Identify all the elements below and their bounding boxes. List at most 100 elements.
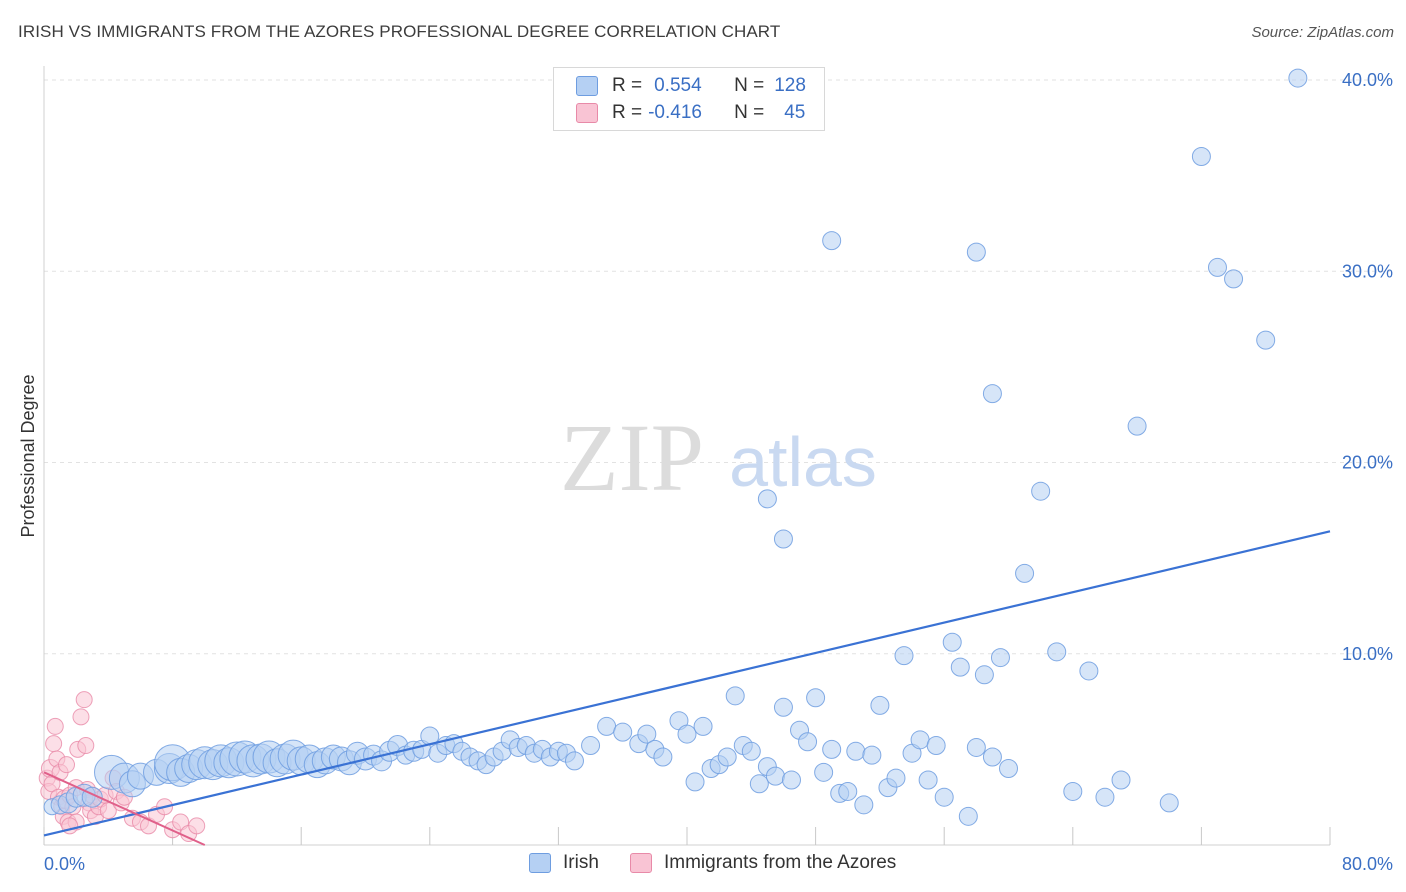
azores-point [75,691,93,709]
irish-point [918,770,938,790]
irish-point [974,665,994,685]
azores-swatch [576,103,598,123]
irish-point [653,747,673,767]
irish-point [910,730,930,750]
irish-point [854,795,874,815]
irish-point [1063,781,1083,801]
azores-point [46,717,64,735]
irish-point [1047,642,1067,662]
irish-point [677,724,697,744]
irish-point [966,737,986,757]
irish-point [862,745,882,765]
stats-box: R = 0.554 N = 128 R = -0.416 N = 45 [553,67,825,131]
irish-point [982,384,1002,404]
irish-point [982,747,1002,767]
legend-azores: Immigrants from the Azores [630,852,896,874]
n-label: N = [734,75,765,96]
watermark: ZIP atlas [560,404,877,511]
legend-irish-label: Irish [563,852,599,873]
irish-point [1079,661,1099,681]
azores-point [188,817,206,835]
y-tick-label: 20.0% [1342,453,1393,473]
irish-point [1207,257,1227,277]
irish-n-value: 128 [774,75,806,96]
irish-point [798,732,818,752]
irish-point [1031,481,1051,501]
azores-point [72,708,90,726]
irish-points [43,68,1308,826]
irish-point [581,736,601,756]
irish-point [717,747,737,767]
irish-point [693,716,713,736]
irish-trend-line [43,530,1331,837]
irish-point [846,741,866,761]
irish-point [934,787,954,807]
irish-point [990,648,1010,668]
irish-point [926,736,946,756]
legend-azores-swatch [630,853,652,873]
irish-point [757,489,777,509]
stats-row-irish: R = 0.554 N = 128 [554,73,806,99]
irish-point [1127,416,1147,436]
axis-labels: 10.0% 20.0% 30.0% 40.0% 0.0% 80.0% Professiona… [18,70,1393,874]
irish-point [886,768,906,788]
irish-point [597,716,617,736]
irish-point [637,724,657,744]
azores-point [99,802,117,820]
watermark-atlas: atlas [729,423,877,501]
irish-point [1224,269,1244,289]
irish-point [870,695,890,715]
irish-point [806,688,826,708]
irish-point [822,231,842,251]
irish-point [950,657,970,677]
irish-point [838,781,858,801]
grid-lines [44,79,1390,655]
trend-lines [43,530,1331,846]
x-tick-label-max: 80.0% [1342,854,1393,874]
irish-point [942,632,962,652]
legend-irish-swatch [529,853,551,873]
irish-point [685,772,705,792]
azores-point [58,756,76,774]
n-label: N = [734,102,765,123]
irish-swatch [576,76,598,96]
irish-point [773,697,793,717]
irish-point [1159,793,1179,813]
watermark-zip: ZIP [560,404,704,511]
irish-point [1111,770,1131,790]
chart-title: IRISH VS IMMIGRANTS FROM THE AZORES PROF… [18,22,781,41]
irish-point [894,646,914,666]
r-label: R = [612,75,643,96]
y-tick-label: 30.0% [1342,261,1393,281]
irish-point [725,686,745,706]
irish-point [1015,563,1035,583]
irish-point [999,759,1018,778]
irish-point [1095,787,1115,807]
axes [43,66,1331,846]
y-tick-label: 10.0% [1342,644,1393,664]
r-label: R = [612,102,643,123]
irish-point [1288,68,1308,88]
irish-point [958,806,978,826]
irish-point [564,751,584,771]
irish-point [814,762,834,782]
source-label: Source: ZipAtlas.com [1251,24,1394,41]
irish-point [822,739,842,759]
irish-point [966,242,986,262]
azores-point [77,737,95,755]
irish-point [1191,147,1211,166]
azores-trend-line [43,771,206,846]
legend-azores-label: Immigrants from the Azores [664,852,897,873]
irish-point [613,722,633,742]
azores-r-value: -0.416 [648,102,702,123]
irish-point [781,770,801,790]
azores-point [45,735,63,753]
irish-point [749,774,769,794]
irish-point [741,741,761,761]
irish-point [1256,330,1276,350]
x-tick-label-min: 0.0% [44,854,85,874]
legend-irish: Irish [529,852,599,874]
y-tick-label: 40.0% [1342,70,1393,90]
azores-n-value: 45 [784,102,806,123]
